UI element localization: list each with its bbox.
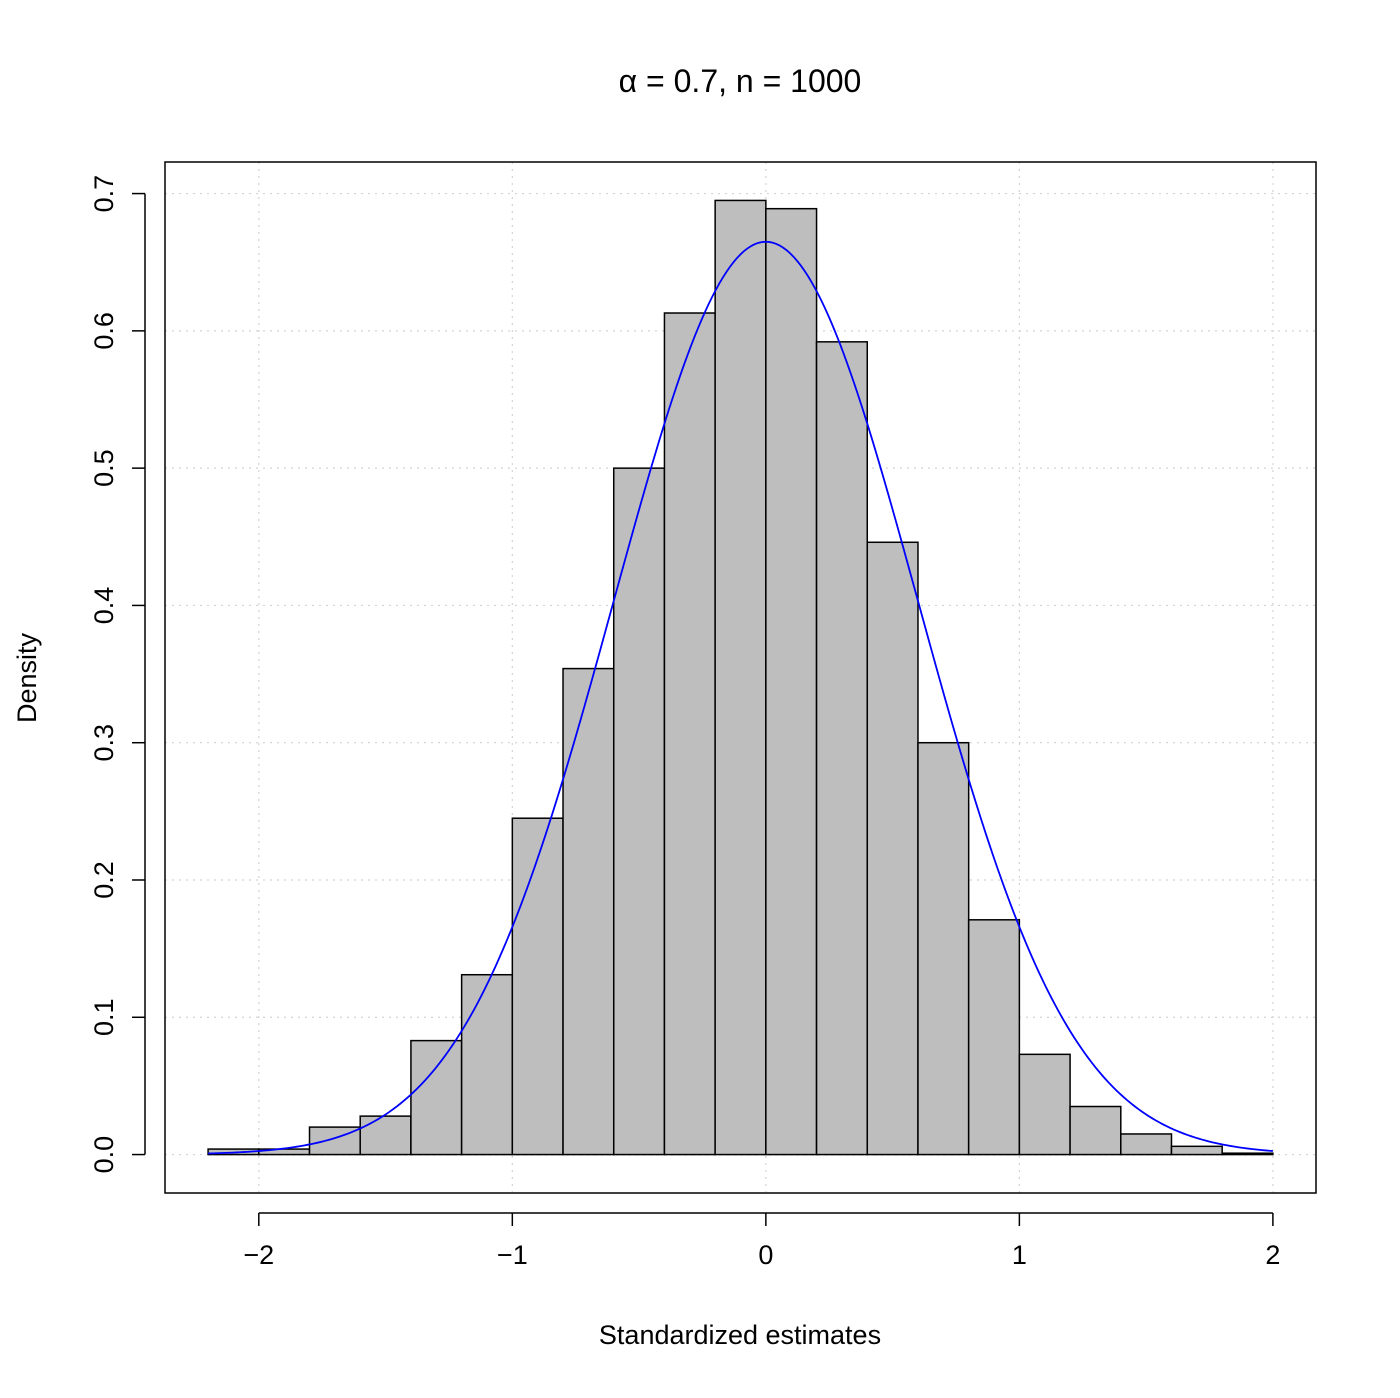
histogram-bar-16 — [1018, 1053, 1071, 1156]
x-tick-label-4: 2 — [1265, 1240, 1280, 1270]
histogram-bar-19 — [1170, 1145, 1223, 1156]
histogram-bar-9 — [663, 312, 716, 1156]
histogram-bar-5 — [460, 973, 514, 1156]
y-tick-label-0: 0.0 — [89, 1136, 119, 1174]
x-axis: −2 −1 0 1 2 — [243, 1212, 1280, 1270]
x-tick-label-0: −2 — [243, 1240, 274, 1270]
y-tick-label-1: 0.1 — [89, 999, 119, 1037]
y-tick-label-6: 0.6 — [89, 312, 119, 350]
y-tick-label-2: 0.2 — [89, 861, 119, 899]
histogram-bar-12 — [815, 341, 869, 1156]
y-tick-label-4: 0.4 — [89, 587, 119, 625]
histogram-bar-18 — [1120, 1133, 1173, 1156]
x-tick-label-1: −1 — [497, 1240, 528, 1270]
histogram-bars — [207, 199, 1274, 1156]
y-tick-label-5: 0.5 — [89, 449, 119, 487]
histogram-bar-3 — [359, 1115, 412, 1156]
histogram-bar-8 — [612, 467, 666, 1156]
x-tick-label-2: 0 — [758, 1240, 773, 1270]
histogram-bar-6 — [511, 817, 564, 1156]
y-axis: 0.0 0.1 0.2 0.3 0.4 0.5 0.6 0.7 — [89, 175, 146, 1174]
histogram-bar-4 — [410, 1039, 463, 1156]
y-tick-label-3: 0.3 — [89, 724, 119, 762]
density-curve — [208, 240, 1273, 1155]
histogram-bar-11 — [765, 207, 818, 1156]
histogram-bar-7 — [562, 667, 615, 1156]
histogram-bar-17 — [1069, 1105, 1122, 1156]
chart-title: α = 0.7, n = 1000 — [619, 63, 862, 99]
y-axis-title: Density — [12, 632, 42, 723]
x-axis-title: Standardized estimates — [599, 1320, 881, 1350]
histogram-bar-15 — [967, 919, 1021, 1156]
x-tick-label-3: 1 — [1012, 1240, 1027, 1270]
histogram-bar-13 — [866, 541, 919, 1156]
y-tick-label-7: 0.7 — [89, 175, 119, 213]
plot-frame — [164, 161, 1317, 1194]
histogram-bar-14 — [917, 741, 970, 1156]
histogram-bar-10 — [714, 199, 767, 1156]
